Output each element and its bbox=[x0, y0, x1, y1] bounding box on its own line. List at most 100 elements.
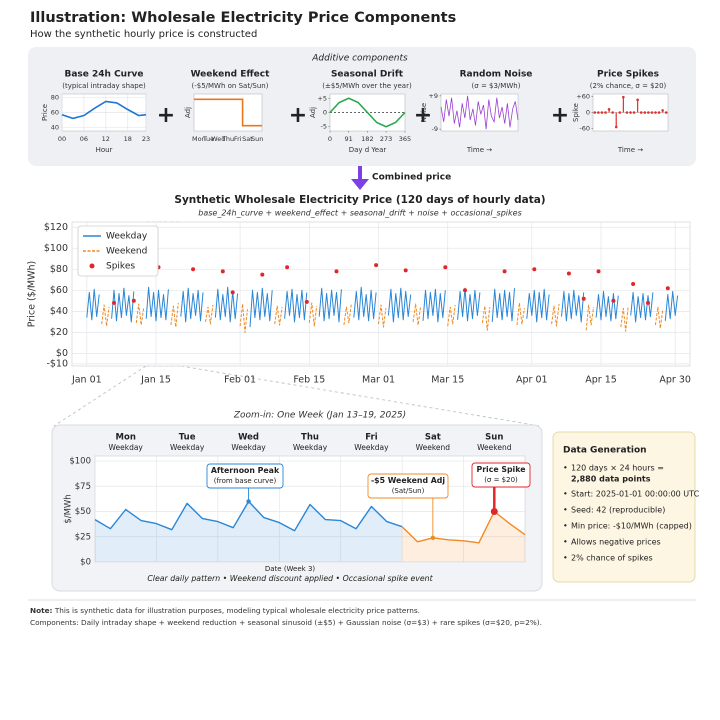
legend-box bbox=[77, 225, 159, 277]
spike-dot bbox=[650, 111, 654, 114]
spike-marker bbox=[631, 282, 636, 286]
note-components: Components: Daily intraday shape + weeke… bbox=[30, 618, 542, 627]
spike-marker bbox=[611, 298, 616, 303]
component-title: Price Spikes bbox=[597, 70, 659, 80]
data-generation-item: Seed: 42 (reproducible) bbox=[571, 506, 665, 515]
spike-marker bbox=[646, 300, 650, 305]
zoom-connector bbox=[53, 365, 147, 427]
x-tick-label: Wed bbox=[211, 135, 225, 143]
x-tick-label: Apr 15 bbox=[585, 375, 617, 386]
y-tick-label: $120 bbox=[44, 222, 68, 233]
legend-label: Weekend bbox=[106, 247, 147, 257]
x-tick-label: 0 bbox=[328, 135, 332, 143]
bullet: • bbox=[563, 506, 568, 515]
spike-marker bbox=[285, 265, 290, 270]
spike-dot bbox=[600, 111, 604, 114]
spike-dot bbox=[661, 109, 664, 112]
x-tick-label: 365 bbox=[399, 135, 411, 143]
x-tick-label: Jan 15 bbox=[140, 375, 171, 386]
component-title: Base 24h Curve bbox=[64, 70, 143, 80]
day-label: Mon bbox=[116, 433, 136, 443]
annotation-title: -$5 Weekend Adj bbox=[371, 476, 445, 485]
annotation-box bbox=[471, 462, 531, 488]
y-tick-label: $100 bbox=[69, 457, 91, 467]
spike-dot bbox=[622, 95, 625, 99]
component-line bbox=[61, 100, 147, 120]
component-line bbox=[329, 97, 406, 128]
day-type-label: Weekday bbox=[231, 443, 266, 452]
combine-arrow-head bbox=[351, 179, 369, 190]
annotation-title: Afternoon Peak bbox=[211, 466, 280, 475]
y-tick-label: 80 bbox=[51, 94, 59, 102]
bullet: • bbox=[563, 522, 568, 531]
annotation-anchor bbox=[430, 535, 436, 540]
data-generation-item-detail: 2,880 data points bbox=[571, 475, 651, 484]
day-type-label: Weekday bbox=[170, 443, 205, 452]
y-tick-label: -9 bbox=[432, 125, 438, 133]
spike-marker bbox=[403, 268, 408, 273]
annotation-text: (σ = $20) bbox=[484, 476, 518, 484]
components-label: Additive components bbox=[311, 54, 408, 64]
data-generation-item: 2% chance of spikes bbox=[571, 554, 653, 563]
y-tick-label: $75 bbox=[75, 482, 91, 492]
legend-label: Weekday bbox=[106, 232, 148, 242]
x-tick-label: 91 bbox=[345, 135, 353, 143]
x-axis-label: Time → bbox=[617, 146, 643, 154]
day-type-label: Weekday bbox=[354, 443, 389, 452]
plus-sign: + bbox=[157, 103, 175, 128]
day-label: Fri bbox=[365, 433, 377, 443]
component-title: Seasonal Drift bbox=[331, 70, 404, 80]
legend-label: Spikes bbox=[106, 262, 135, 272]
component-subtitle: (±$5/MWh over the year) bbox=[322, 82, 412, 90]
price-area bbox=[95, 501, 403, 562]
y-axis-label: $/MWh bbox=[64, 494, 74, 523]
data-generation-title: Data Generation bbox=[563, 446, 647, 456]
spike-marker bbox=[443, 265, 448, 270]
data-generation-item: Allows negative prices bbox=[571, 538, 661, 547]
data-generation-list: • 120 days × 24 hours = 2,880 data point… bbox=[563, 464, 700, 563]
component-subtitle: (2% chance, σ = $20) bbox=[590, 82, 667, 90]
x-tick-label: Mar 15 bbox=[431, 375, 464, 386]
x-tick-label: Thu bbox=[221, 135, 234, 143]
spike-dot bbox=[618, 111, 622, 114]
note-label: Note: bbox=[30, 606, 53, 615]
day-type-label: Weekday bbox=[293, 443, 328, 452]
spike-dot bbox=[607, 108, 611, 111]
y-tick-label: 0 bbox=[323, 109, 327, 117]
spike-dot bbox=[597, 111, 600, 114]
y-axis-label: Noise bbox=[420, 103, 428, 122]
x-tick-label: Tue bbox=[202, 135, 214, 143]
y-tick-label: +9 bbox=[428, 92, 438, 100]
x-tick-label: 182 bbox=[361, 135, 373, 143]
y-tick-label: $0 bbox=[56, 348, 68, 359]
x-tick-label: Apr 30 bbox=[659, 375, 691, 386]
spike-dot bbox=[636, 98, 639, 102]
spike-dot bbox=[664, 111, 668, 114]
data-generation-item: Start: 2025-01-01 00:00:00 UTC bbox=[571, 490, 700, 499]
spike-dot bbox=[654, 111, 657, 114]
y-tick-label: +5 bbox=[317, 94, 327, 102]
day-label: Sat bbox=[425, 433, 441, 443]
y-tick-label: 40 bbox=[51, 123, 59, 131]
x-tick-label: 06 bbox=[80, 135, 88, 143]
spike-marker bbox=[334, 269, 339, 274]
page-subtitle: How the synthetic hourly price is constr… bbox=[30, 29, 257, 40]
y-tick-label: $80 bbox=[50, 264, 68, 275]
day-label: Sun bbox=[485, 433, 503, 443]
spike-marker bbox=[581, 296, 586, 301]
chart-title: Synthetic Wholesale Electricity Price (1… bbox=[174, 194, 545, 206]
y-tick-label: 0 bbox=[586, 109, 590, 117]
components-note-text: Daily intraday shape + weekend reduction… bbox=[81, 618, 542, 627]
y-tick-label: 60 bbox=[51, 109, 59, 117]
bullet: • bbox=[563, 490, 568, 499]
plus-sign: + bbox=[414, 103, 432, 128]
plot-area bbox=[193, 93, 263, 132]
spike-marker bbox=[566, 271, 571, 276]
x-axis-label: Hour bbox=[96, 146, 113, 154]
price-line bbox=[401, 510, 526, 544]
spike-marker bbox=[191, 267, 196, 272]
y-tick-label: +60 bbox=[576, 93, 590, 101]
plot-area bbox=[440, 93, 519, 132]
spike-marker bbox=[596, 269, 601, 274]
